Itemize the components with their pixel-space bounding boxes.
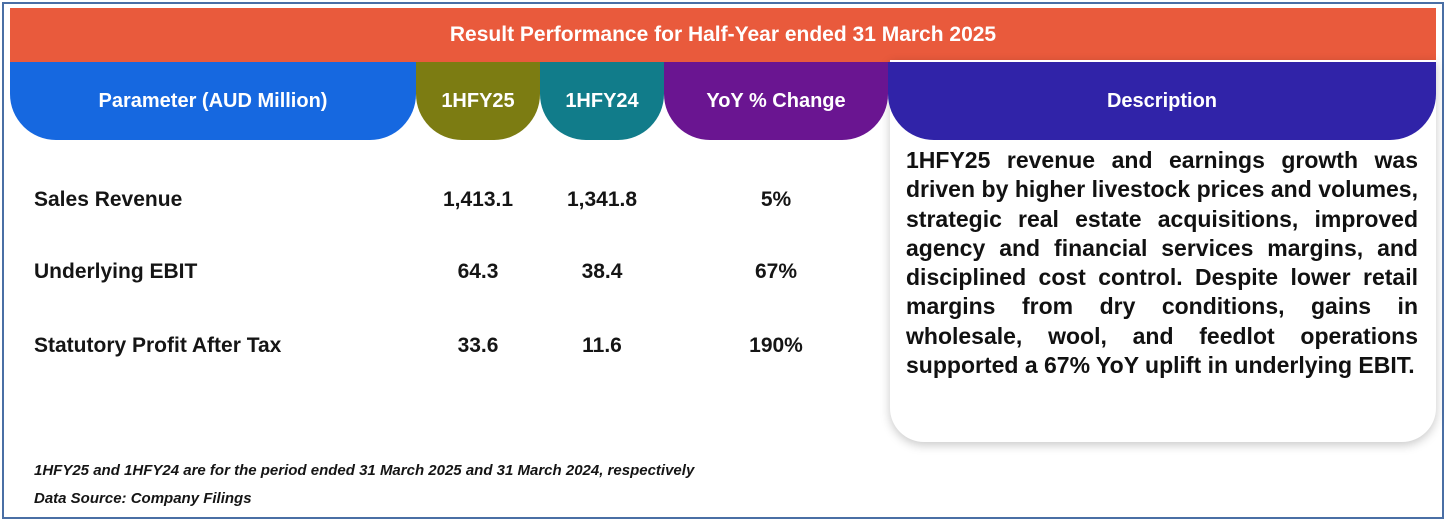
- table-row: Sales Revenue 1,413.1 1,341.8 5%: [0, 182, 880, 218]
- table-row: Underlying EBIT 64.3 38.4 67%: [0, 254, 880, 290]
- row-yoy-value: 190%: [749, 334, 803, 357]
- row-parameter: Sales Revenue: [34, 188, 183, 211]
- data-source-note: Data Source: Company Filings: [34, 490, 252, 507]
- header-1hfy24: 1HFY24: [540, 62, 664, 140]
- period-note: 1HFY25 and 1HFY24 are for the period end…: [34, 462, 695, 479]
- title-bar: Result Performance for Half-Year ended 3…: [10, 8, 1436, 62]
- description-text: 1HFY25 revenue and earnings growth was d…: [906, 147, 1418, 379]
- table-row: Statutory Profit After Tax 33.6 11.6 190…: [0, 328, 880, 364]
- row-1hfy24-value: 38.4: [581, 260, 623, 283]
- row-yoy-value: 5%: [760, 188, 792, 211]
- row-parameter: Statutory Profit After Tax: [34, 334, 282, 357]
- row-1hfy24-value: 11.6: [582, 334, 622, 357]
- header-parameter: Parameter (AUD Million): [10, 62, 416, 140]
- row-1hfy25-value: 1,413.1: [442, 188, 514, 211]
- header-yoy-change: YoY % Change: [664, 62, 888, 140]
- header-1hfy25: 1HFY25: [416, 62, 540, 140]
- header-description: Description: [888, 62, 1436, 140]
- row-1hfy24-value: 1,341.8: [566, 188, 638, 211]
- row-1hfy25-value: 64.3: [457, 260, 499, 283]
- row-parameter: Underlying EBIT: [34, 260, 198, 283]
- row-1hfy25-value: 33.6: [457, 334, 499, 357]
- row-yoy-value: 67%: [754, 260, 798, 283]
